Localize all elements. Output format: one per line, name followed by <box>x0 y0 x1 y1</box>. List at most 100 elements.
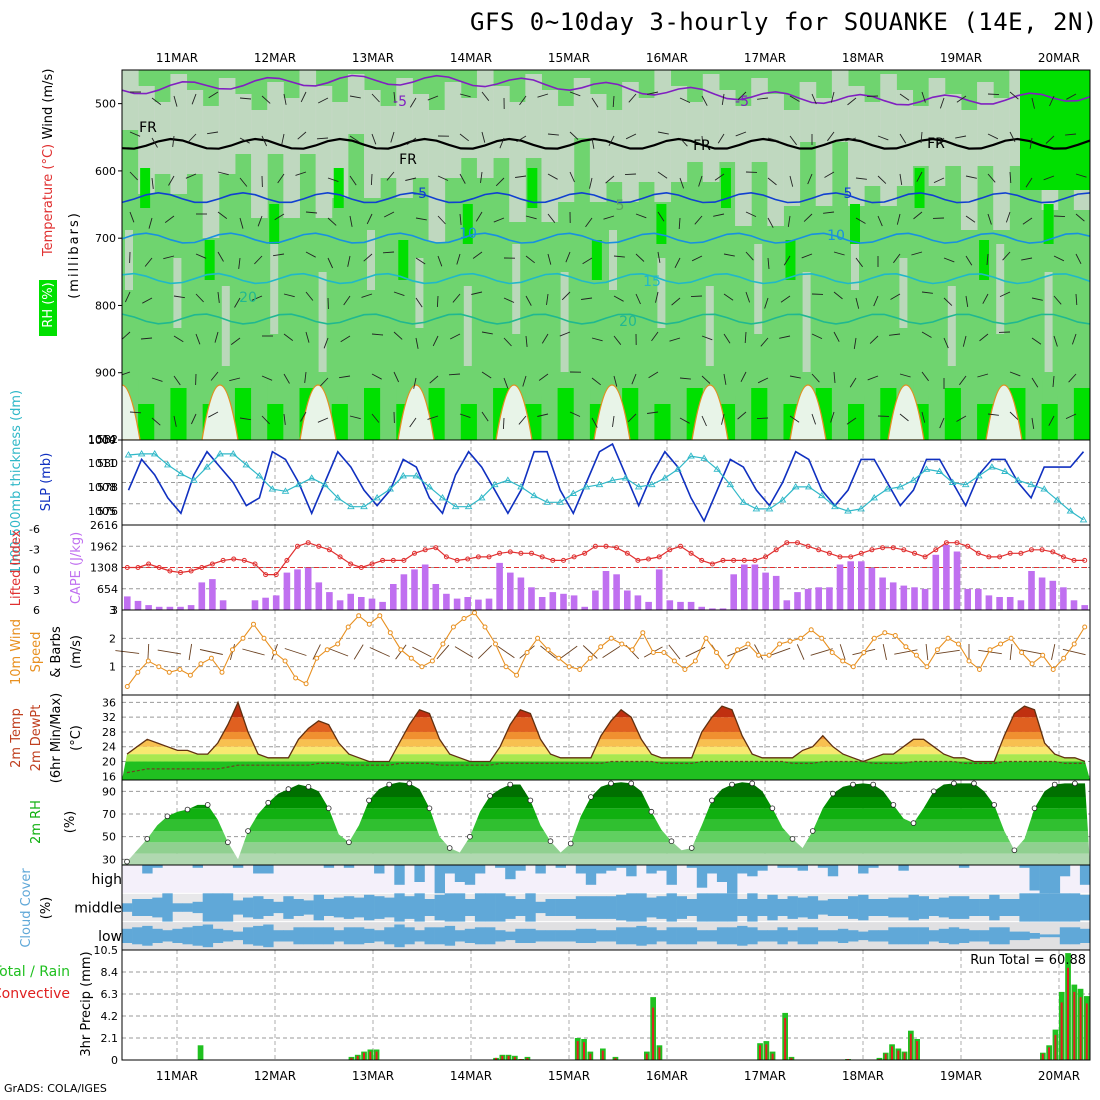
wind-barb <box>657 131 669 135</box>
rh-moist-region <box>269 204 280 244</box>
rh-dry-region <box>364 90 381 198</box>
precip-convective-bar <box>583 1042 585 1060</box>
cape-bar <box>719 608 727 610</box>
wind-barb <box>214 331 219 343</box>
wind-speed-point <box>924 664 930 670</box>
wind-barb <box>585 217 593 228</box>
precip-convective-bar <box>903 1052 906 1060</box>
data-point <box>1066 507 1075 514</box>
wind-speed-point <box>514 672 520 678</box>
wind-barb <box>811 333 823 340</box>
wind-speed-point <box>724 664 730 670</box>
cloud-cell <box>737 865 748 874</box>
cloud-cell <box>656 896 667 919</box>
rh-moist-region <box>1043 204 1054 244</box>
lifted-index-point <box>965 543 971 549</box>
rh-dry-region <box>899 258 908 328</box>
wind-barb <box>383 211 395 218</box>
cloud-cell <box>757 899 768 916</box>
wind-speed-point <box>345 624 351 630</box>
wind-barb <box>164 215 175 223</box>
wind-barb <box>1071 333 1077 345</box>
wind-speed-point <box>166 669 172 675</box>
cape-bar <box>177 606 184 610</box>
date-label-top: 11MAR <box>156 51 198 65</box>
wind-barb <box>185 173 197 179</box>
wind-barb <box>173 295 185 299</box>
wind-barb <box>541 333 549 344</box>
data-point <box>608 476 617 483</box>
wind-barb <box>459 93 471 98</box>
wind-barb <box>283 373 290 384</box>
cloud-cell <box>434 865 445 894</box>
data-point <box>948 478 957 485</box>
wind-speed-point <box>219 669 225 675</box>
wind-speed-point <box>461 616 467 621</box>
wind-barb <box>591 137 595 149</box>
cape-bar <box>879 577 886 610</box>
wind-barb-10m <box>1051 644 1056 660</box>
wind-barb <box>1022 217 1033 225</box>
lifted-index-point <box>199 565 205 570</box>
data-point <box>621 474 630 481</box>
wind-barb <box>393 371 400 383</box>
rh-point <box>769 805 776 812</box>
wind-barb-10m <box>1062 648 1086 656</box>
rh-dry-region <box>476 70 494 178</box>
wind-barb <box>343 295 351 306</box>
lifted-index-point <box>646 556 651 562</box>
wind-speed-point <box>566 664 572 670</box>
cloud-cell <box>868 865 879 868</box>
cloud-cell <box>293 899 304 916</box>
cloud-cell <box>343 865 355 868</box>
cloud-cell <box>535 930 546 942</box>
wind-barb-10m <box>602 646 621 658</box>
cape-bar <box>921 588 929 610</box>
cloud-cell <box>464 928 476 943</box>
cloud-cell <box>474 927 486 945</box>
cloud-cell <box>626 865 637 877</box>
cloud-cell <box>888 897 899 918</box>
cloud-cell <box>485 893 496 922</box>
data-point <box>739 498 748 505</box>
wind-speed-point <box>871 635 877 641</box>
precip-convective-bar <box>1067 967 1069 1060</box>
wind-barb <box>1075 213 1085 222</box>
temp-band-fill <box>122 761 1090 780</box>
rh-point <box>930 788 937 795</box>
lifted-index-point <box>784 540 790 546</box>
lifted-index-point <box>858 550 864 556</box>
data-point <box>988 463 996 470</box>
wind-barb <box>780 295 791 303</box>
wind-barb <box>936 137 945 147</box>
lifted-index-point <box>433 545 439 551</box>
wind-barb <box>943 257 955 263</box>
date-label-bottom: 16MAR <box>646 1069 688 1083</box>
cape-bar <box>1028 571 1035 610</box>
wind-barb <box>151 137 158 148</box>
wind-barb <box>191 93 197 105</box>
lifted-index-point <box>539 554 545 560</box>
rh-moist-region <box>333 168 344 208</box>
cloud-cell <box>898 927 909 945</box>
wind-barb <box>635 253 645 262</box>
temp-band-fill <box>122 746 1090 755</box>
wind-barb-10m <box>412 646 432 658</box>
wind-barb <box>437 215 446 225</box>
wind-barb <box>261 415 270 425</box>
cape-bar <box>262 597 269 610</box>
axis-label-rh2m: 2m RH <box>29 800 44 844</box>
rh-moist-region <box>591 240 602 280</box>
data-point <box>961 480 970 488</box>
wind-barb <box>962 335 967 347</box>
wind-speed-point <box>629 647 635 653</box>
cloud-cell <box>364 894 375 921</box>
wind-barb <box>305 251 316 258</box>
wind-barb <box>847 97 857 106</box>
rh-lower-region <box>1073 388 1090 440</box>
cloud-cell <box>474 893 486 922</box>
wind-barb <box>811 93 817 105</box>
wind-barb-10m <box>894 649 918 655</box>
wind-barb <box>317 97 329 104</box>
wind-barb <box>855 177 867 180</box>
